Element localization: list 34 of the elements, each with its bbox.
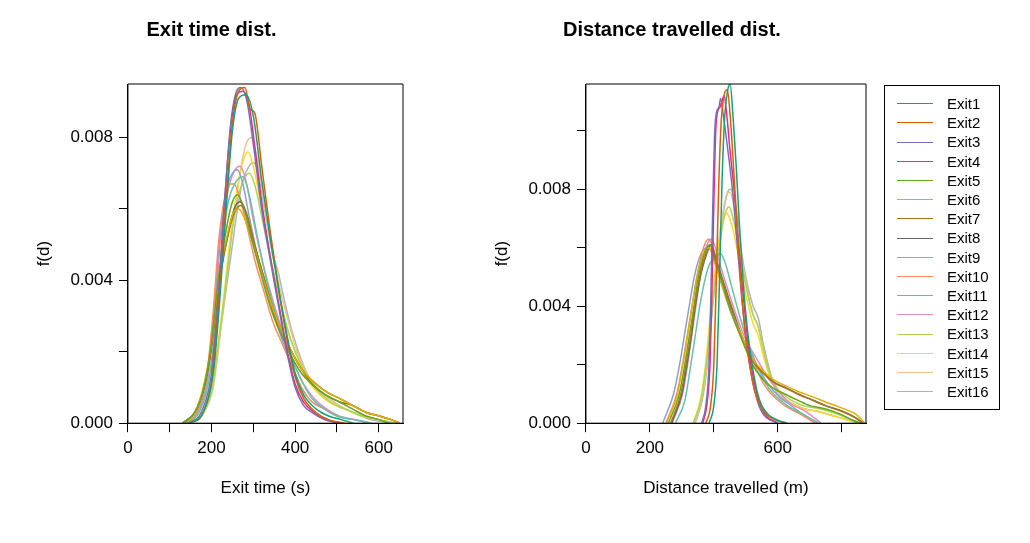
x-tick-label: 0 — [581, 438, 591, 458]
chart-title: Distance travelled dist. — [563, 17, 781, 40]
legend-label: Exit5 — [947, 170, 981, 191]
y-tick-label: 0.008 — [528, 178, 571, 198]
x-axis-title: Distance travelled (m) — [643, 478, 809, 498]
y-tick-label: 0.000 — [528, 412, 571, 432]
y-tick-label: 0.008 — [70, 127, 113, 147]
x-tick-label: 200 — [635, 438, 665, 458]
y-tick-label: 0.004 — [528, 295, 571, 315]
legend-label: Exit6 — [947, 190, 981, 210]
x-axis-title: Exit time (s) — [220, 478, 311, 498]
legend-label: Exit8 — [947, 228, 981, 248]
legend-label: Exit13 — [947, 324, 989, 344]
x-tick-label: 0 — [123, 438, 133, 458]
legend-label: Exit16 — [947, 382, 989, 402]
y-tick-label: 0.004 — [70, 270, 113, 290]
legend-label: Exit11 — [947, 286, 988, 306]
y-axis-title: f(d) — [491, 240, 511, 267]
legend-label: Exit2 — [947, 113, 981, 133]
x-tick-label: 200 — [197, 438, 226, 458]
legend-label: Exit14 — [947, 343, 989, 363]
x-tick-label: 400 — [280, 438, 310, 458]
chart-title: Exit time dist. — [146, 17, 277, 40]
legend-label: Exit4 — [947, 151, 981, 171]
legend-label: Exit9 — [947, 247, 981, 267]
legend-label: Exit15 — [947, 362, 989, 383]
legend-label: Exit3 — [947, 132, 981, 152]
legend-label: Exit7 — [947, 209, 981, 229]
legend-label: Exit12 — [947, 305, 989, 325]
legend-label: Exit10 — [947, 266, 989, 287]
x-tick-label: 600 — [763, 438, 792, 458]
legend-label: Exit1 — [947, 94, 981, 114]
x-tick-label: 600 — [364, 438, 393, 458]
y-axis-title: f(d) — [33, 240, 53, 267]
